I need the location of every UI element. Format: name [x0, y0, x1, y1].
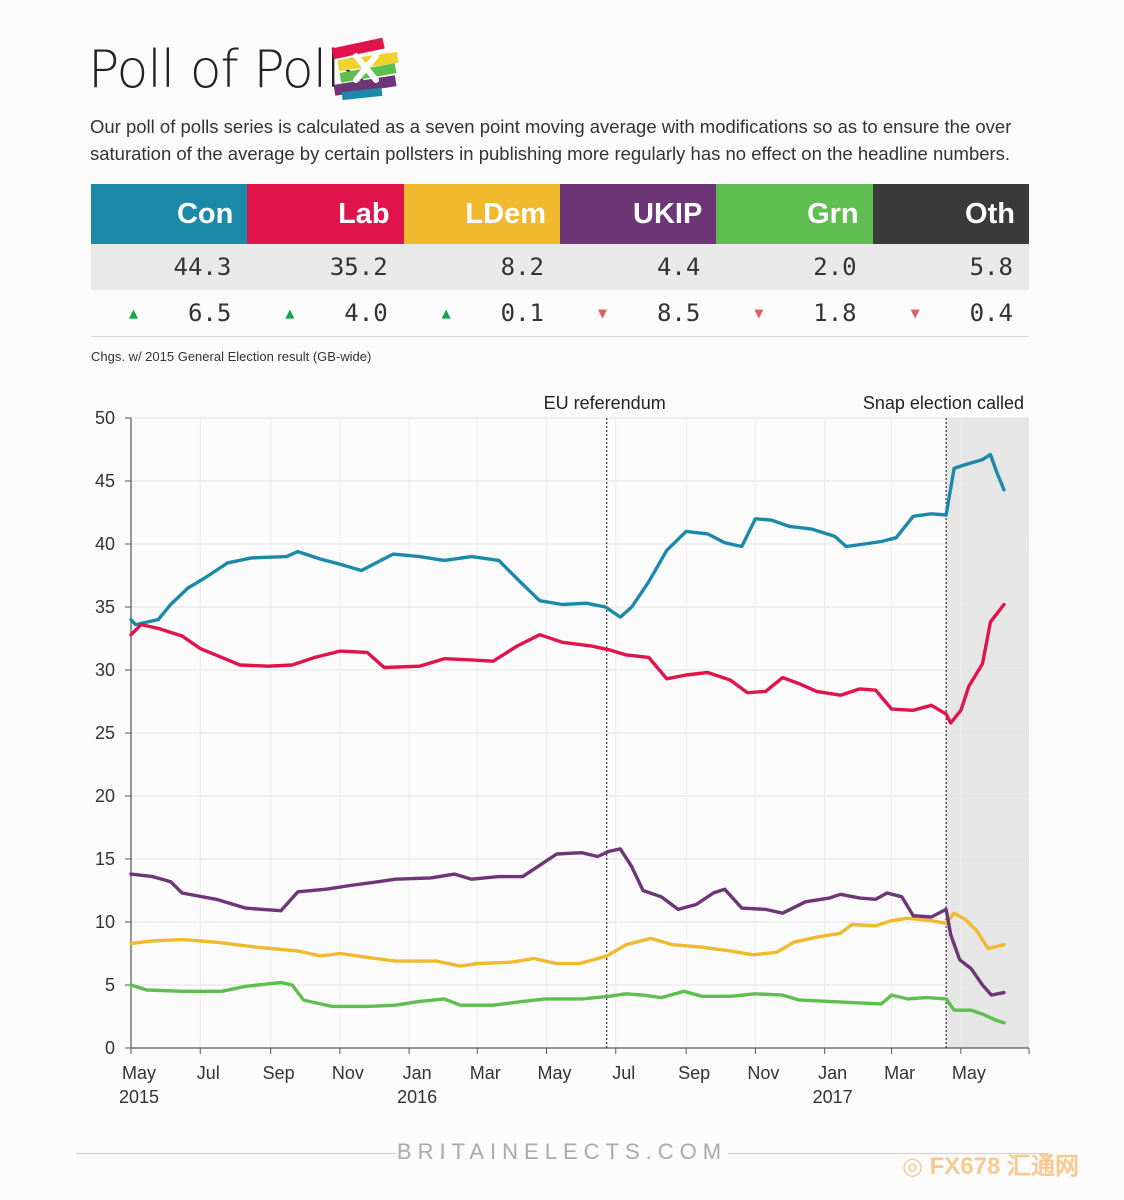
change-arrow-icon: ▼ [754, 304, 764, 322]
y-tick-label: 50 [95, 408, 115, 428]
change-arrow-icon: ▲ [129, 304, 139, 322]
party-value-oth: 5.8 [969, 253, 1013, 281]
series-line-ldem [129, 911, 1006, 968]
watermark-text: FX678 汇通网 [929, 1153, 1079, 1180]
y-tick-label: 15 [95, 849, 115, 869]
party-label-lab: Lab [247, 184, 404, 244]
watermark: ◎ FX678 汇通网 [902, 1146, 1079, 1181]
x-tick-label: Sep [678, 1063, 710, 1083]
y-tick-label: 20 [95, 786, 115, 806]
series-line-con [129, 452, 1006, 627]
series-line-ukip [129, 847, 1006, 997]
x-tick-label: Mar [884, 1063, 915, 1083]
party-change-con: ▲ 6.5 [91, 290, 247, 336]
page-title: Poll of Polls [88, 40, 367, 100]
party-change-row: ▲ 6.5 ▲ 4.0 ▲ 0.1 ▼ 8.5 ▼ 1.8 ▼ 0.4 [91, 290, 1029, 337]
poll-line-chart: 0 5 10 15 20 25 30 35 40 45 50 May 2015 Jul Sep Nov Jan 2… [95, 393, 1030, 1107]
y-tick-label: 25 [95, 723, 115, 743]
intro-text: Our poll of polls series is calculated a… [90, 116, 1012, 164]
x-tick-year-label: 2016 [397, 1087, 437, 1107]
change-footnote: Chgs. w/ 2015 General Election result (G… [91, 349, 372, 364]
party-header-row: Con Lab LDem UKIP Grn Oth [91, 184, 1029, 244]
party-label-ukip: UKIP [559, 184, 717, 244]
x-tick-label: Jan [818, 1063, 847, 1083]
poll-of-polls-logo-icon [331, 37, 399, 101]
y-tick-label: 45 [95, 471, 115, 491]
party-value-grn: 2.0 [813, 253, 857, 281]
party-change-lab: ▲ 4.0 [247, 290, 403, 336]
footer-site-name: BRITAINELECTS.COM [396, 1139, 728, 1164]
annotation-label: EU referendum [544, 393, 666, 413]
series-line-lab [129, 602, 1006, 725]
x-tick-year-label: 2017 [813, 1087, 853, 1107]
y-tick-label: 10 [95, 912, 115, 932]
x-tick-label: Nov [747, 1063, 779, 1083]
party-change-grn: ▼ 1.8 [716, 290, 872, 336]
party-change-ukip: ▼ 8.5 [560, 290, 716, 336]
party-change-oth: ▼ 0.4 [873, 290, 1029, 336]
x-tick-label: May [952, 1063, 986, 1083]
watermark-logo-icon: ◎ [902, 1153, 930, 1180]
party-label-con: Con [91, 184, 248, 244]
x-tick-label: Jul [197, 1063, 220, 1083]
footer-divider-right [728, 1153, 1048, 1154]
y-tick-label: 40 [95, 534, 115, 554]
party-value-row: 44.3 35.2 8.2 4.4 2.0 5.8 [91, 244, 1029, 290]
x-tick-label: Jul [612, 1063, 635, 1083]
x-tick-label: Jan [403, 1063, 432, 1083]
party-change-value: 4.0 [344, 299, 388, 327]
party-value-con: 44.3 [173, 253, 232, 281]
x-tick-label: May [538, 1063, 572, 1083]
y-tick-label: 35 [95, 597, 115, 617]
x-tick-label: Mar [470, 1063, 501, 1083]
y-tick-label: 0 [105, 1038, 115, 1058]
party-value-lab: 35.2 [329, 253, 388, 281]
party-change-value: 1.8 [813, 299, 857, 327]
annotation-label: Snap election called [863, 393, 1024, 413]
change-arrow-icon: ▼ [597, 304, 608, 322]
party-label-oth: Oth [872, 184, 1029, 244]
party-value-ukip: 4.4 [656, 253, 701, 281]
y-tick-label: 30 [95, 660, 115, 680]
party-value-ldem: 8.2 [500, 253, 544, 281]
party-change-value: 0.4 [969, 299, 1013, 327]
x-tick-label: Nov [332, 1063, 364, 1083]
x-tick-label: May [122, 1063, 156, 1083]
footer-divider-left [76, 1153, 396, 1154]
party-change-ldem: ▲ 0.1 [404, 290, 560, 336]
party-change-value: 6.5 [187, 299, 232, 327]
party-change-value: 0.1 [500, 299, 544, 327]
change-arrow-icon: ▲ [285, 304, 295, 322]
party-label-ldem: LDem [403, 184, 560, 244]
change-arrow-icon: ▼ [910, 304, 920, 322]
party-change-value: 8.5 [656, 299, 701, 327]
x-tick-label: Sep [263, 1063, 295, 1083]
x-tick-year-label: 2015 [119, 1087, 159, 1107]
party-label-grn: Grn [716, 184, 873, 244]
y-tick-label: 5 [105, 975, 115, 995]
series-line-grn [129, 980, 1006, 1025]
change-arrow-icon: ▲ [441, 304, 451, 322]
